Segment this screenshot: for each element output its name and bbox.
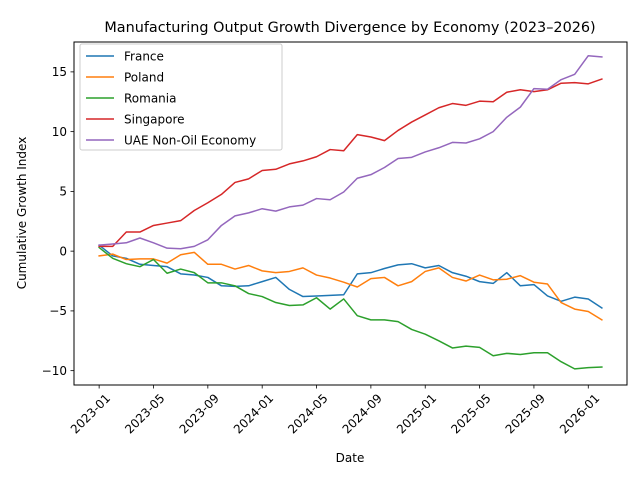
y-tick-label: −5	[49, 304, 67, 318]
series-line-uae-non-oil-economy	[98, 54, 603, 250]
y-axis: −10 −5 0 5 10 15	[42, 65, 74, 378]
legend-label: Poland	[124, 71, 164, 85]
legend-label: UAE Non-Oil Economy	[124, 134, 256, 148]
plot-frame	[73, 41, 628, 386]
legend-frame	[79, 43, 283, 151]
legend: France Poland Romania Singapore UAE Non-Oil …	[79, 43, 283, 151]
series-line-romania	[98, 246, 603, 370]
series-line-poland	[98, 251, 603, 321]
y-axis-label: Cumulative Growth Index	[15, 137, 29, 290]
legend-label: Singapore	[124, 113, 185, 127]
y-tick-label: −10	[42, 364, 67, 378]
series-layer	[98, 54, 603, 370]
legend-label: France	[124, 50, 164, 64]
y-tick-label: 0	[59, 244, 67, 258]
series-line-singapore	[98, 78, 603, 248]
legend-label: Romania	[124, 92, 176, 106]
chart-title: Manufacturing Output Growth Divergence b…	[104, 20, 595, 36]
y-tick-label: 15	[52, 65, 67, 79]
y-tick-label: 10	[52, 125, 67, 139]
legend-entries: France Poland Romania Singapore UAE Non-Oil …	[86, 50, 256, 148]
y-tick-label: 5	[59, 185, 67, 199]
x-axis-label: Date	[336, 451, 365, 465]
